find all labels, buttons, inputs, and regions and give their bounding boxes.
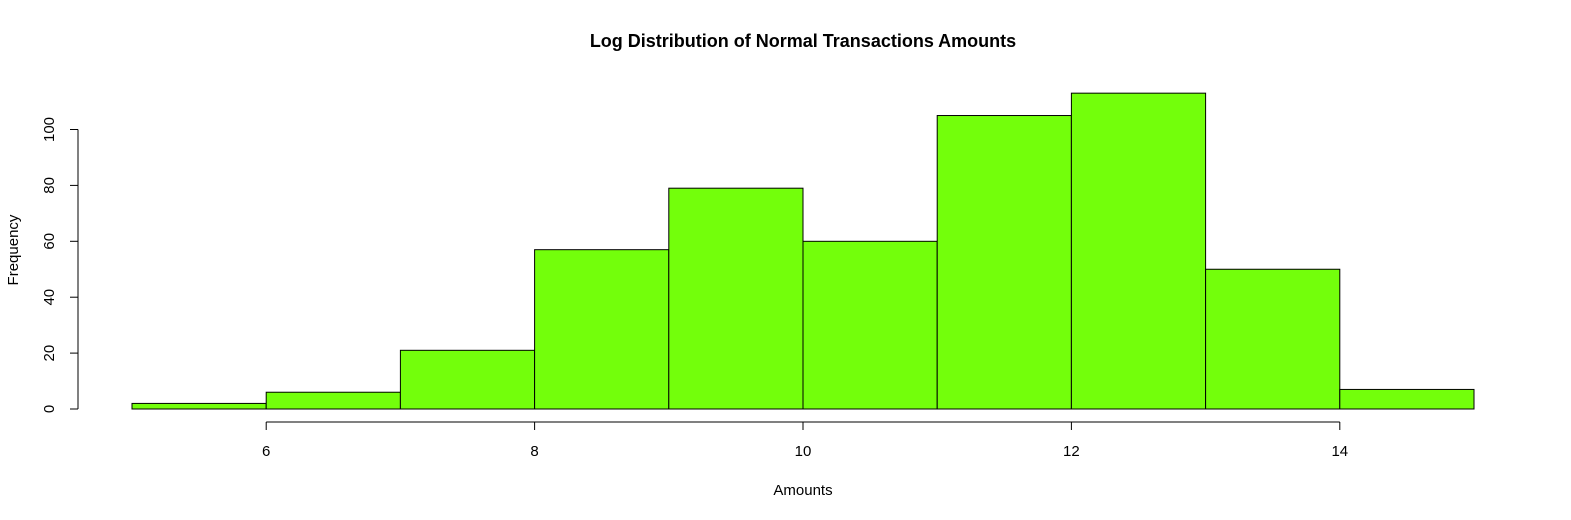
histogram-bar <box>1205 268 1341 410</box>
x-axis-label: Amounts <box>773 482 832 499</box>
y-tick-label: 40 <box>41 289 58 306</box>
histogram-bar <box>802 240 938 410</box>
y-tick-label: 0 <box>41 405 58 413</box>
histogram-bar <box>668 187 804 410</box>
histogram-bar <box>534 249 670 410</box>
x-tick-label: 8 <box>530 443 538 460</box>
x-tick-label: 10 <box>795 443 812 460</box>
y-axis-label: Frequency <box>5 214 22 285</box>
x-tick-label: 14 <box>1331 443 1348 460</box>
y-tick-label: 20 <box>41 345 58 362</box>
x-axis: 6 8 10 12 14 <box>262 421 1348 460</box>
chart-title: Log Distribution of Normal Transactions … <box>590 31 1016 51</box>
histogram-bar <box>1070 92 1207 410</box>
y-tick-label: 60 <box>41 233 58 250</box>
histogram-bar <box>936 115 1072 410</box>
x-tick-label: 6 <box>262 443 270 460</box>
histogram-bar <box>1339 388 1475 410</box>
histogram-bar <box>399 349 536 410</box>
y-axis: 0 20 40 60 80 100 <box>41 117 79 413</box>
bars-group <box>131 92 1475 410</box>
histogram-bar <box>265 391 401 410</box>
x-tick-label: 12 <box>1063 443 1080 460</box>
y-tick-label: 100 <box>41 117 58 142</box>
y-tick-label: 80 <box>41 177 58 194</box>
histogram-bar <box>131 402 267 410</box>
